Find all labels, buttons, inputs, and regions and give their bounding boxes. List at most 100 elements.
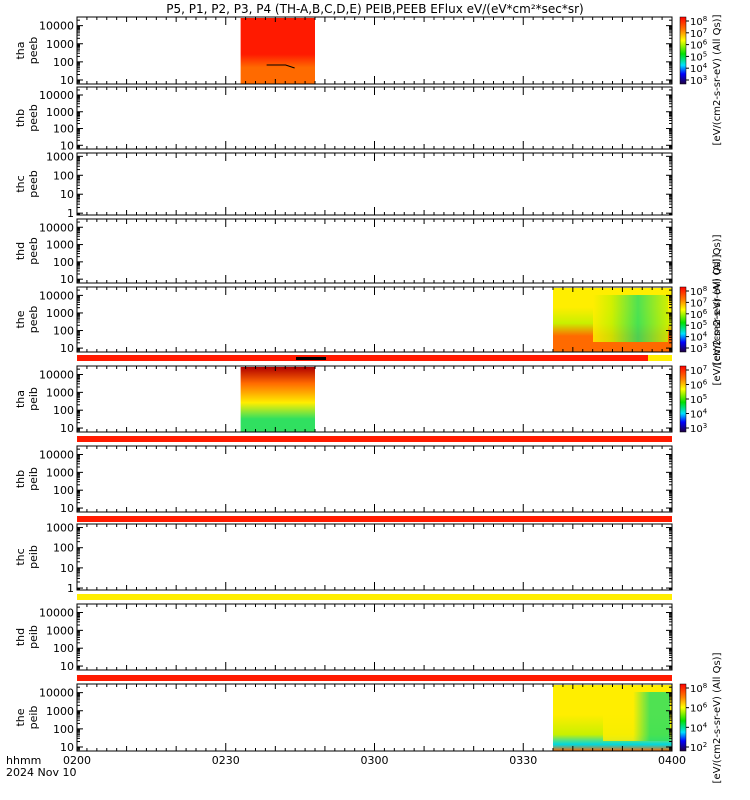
- colorbar-label: [eV/(cm2-s-sr-eV) (All Qs)]: [712, 652, 723, 783]
- y-tick-label: 1000: [46, 239, 74, 252]
- y-tick-label: 10: [60, 741, 74, 754]
- status-bar-thb-peib: [77, 516, 672, 522]
- panel-tha-peib: 10 100 1000 10000 tha peib: [14, 365, 673, 442]
- colorbar-scale: [679, 365, 687, 433]
- spectrogram-core-the-peib: [603, 692, 670, 741]
- y-tick-label: 10: [60, 562, 74, 575]
- colorbar-tick-exponent: 4: [703, 62, 708, 70]
- y-tick-label: 100: [53, 169, 74, 182]
- colorbar-tick-exponent: 7: [703, 296, 707, 304]
- spectrogram-tha-peib: [240, 367, 315, 432]
- y-tick-label: 100: [53, 484, 74, 497]
- colorbar-tick-label: 108: [690, 682, 707, 695]
- y-tick-label: 10000: [39, 20, 74, 33]
- colorbar-tick-exponent: 7: [703, 364, 707, 372]
- y-tick-label: 10000: [39, 449, 74, 462]
- colorbar-tick-label: 106: [690, 39, 708, 52]
- colorbar-tick-label: 106: [690, 308, 708, 321]
- colorbar-tick-mantissa: 10: [690, 743, 703, 754]
- panel-label-product: peib: [27, 625, 40, 649]
- panel-thd-peib: 10 100 1000 10000 thd peib: [14, 603, 673, 681]
- y-tick-label: 100: [53, 256, 74, 269]
- y-tick-label: 100: [53, 325, 74, 338]
- x-tick-label: 0230: [212, 754, 240, 767]
- panel-frame-thd-peeb: [76, 218, 673, 284]
- colorbar-tick-exponent: 5: [703, 393, 707, 401]
- panel-thc-peeb: 1 10 100 1000 thc peeb: [14, 150, 673, 220]
- panel-thb-peeb: 10 100 1000 10000 thb peeb: [14, 86, 673, 152]
- panel-label-product: peeb: [27, 237, 40, 265]
- y-tick-label: 10000: [39, 687, 74, 700]
- y-tick-label: 1000: [46, 38, 74, 51]
- y-tick-label: 10000: [39, 369, 74, 382]
- panel-tha-peeb: 10 100 1000 10000 tha peeb: [14, 16, 673, 87]
- colorbar-label: [eV/(cm2-s-sr-eV) (All Qs)]: [712, 254, 723, 385]
- colorbar-label: [eV/(cm2-s-sr-eV) (All Qs)]: [712, 234, 723, 365]
- y-tick-label: 1000: [46, 466, 74, 479]
- colorbar-tick-exponent: 5: [703, 50, 707, 58]
- colorbar-tick-exponent: 2: [703, 741, 707, 749]
- colorbar-tick-mantissa: 10: [690, 704, 703, 715]
- colorbar-tick-exponent: 8: [703, 15, 707, 23]
- x-tick-label: 0200: [63, 754, 91, 767]
- status-bar-marker: [296, 357, 326, 360]
- colorbar-tick-exponent: 4: [703, 331, 708, 339]
- colorbar-tick-exponent: 5: [703, 319, 707, 327]
- colorbar-tick-mantissa: 10: [690, 366, 703, 377]
- spectrogram-tha-peeb: [240, 18, 315, 84]
- colorbar-tick-exponent: 6: [703, 702, 708, 710]
- colorbar-tick-label: 108: [690, 15, 707, 28]
- colorbar-tick-label: 104: [690, 721, 708, 734]
- colorbar-tick-exponent: 6: [703, 308, 708, 316]
- status-bar-tha-peib: [77, 436, 672, 442]
- colorbar-tick-label: 103: [690, 422, 707, 435]
- colorbar-tick-exponent: 8: [703, 682, 707, 690]
- panel-label-probe: thd: [14, 628, 27, 646]
- y-tick-label: 1000: [46, 624, 74, 637]
- colorbar-tick-label: 103: [690, 74, 707, 87]
- colorbar-tick-mantissa: 10: [690, 298, 703, 309]
- colorbar-tick-mantissa: 10: [690, 723, 703, 734]
- panel-the-peeb: 10 100 1000 10000 the peeb: [14, 286, 673, 361]
- colorbar-tick-exponent: 4: [703, 721, 708, 729]
- colorbar-label: [eV/(cm2-s-sr-eV) (All Qs)]: [712, 14, 723, 145]
- panel-frame-tha-peib: [76, 365, 673, 433]
- colorbar-tick-mantissa: 10: [690, 381, 703, 392]
- colorbar-tick-mantissa: 10: [690, 64, 703, 75]
- y-tick-label: 1000: [46, 150, 74, 163]
- y-tick-label: 10000: [39, 89, 74, 102]
- status-bar-thc-peib: [77, 594, 672, 600]
- colorbar-tick-exponent: 4: [703, 408, 708, 416]
- colorbar-tick-label: 107: [690, 27, 707, 40]
- panel-frame-thb-peeb: [76, 86, 673, 150]
- colorbar-tick-label: 105: [690, 319, 707, 332]
- y-tick-label: 10000: [39, 221, 74, 234]
- colorbar-tick-exponent: 3: [703, 74, 707, 82]
- colorbar-tick-label: 106: [690, 702, 708, 715]
- colorbar-tick-label: 104: [690, 62, 708, 75]
- colorbar-tick-mantissa: 10: [690, 424, 703, 435]
- y-tick-label: 1: [67, 207, 74, 220]
- y-tick-label: 1000: [46, 705, 74, 718]
- y-tick-label: 10: [60, 502, 74, 515]
- panel-label-probe: the: [14, 310, 27, 328]
- panel-label-product: peeb: [27, 170, 40, 198]
- status-bar-the-peeb: [77, 355, 672, 361]
- panel-label-product: peeb: [27, 37, 40, 65]
- panel-label-probe: the: [14, 708, 27, 726]
- colorbar-tick-mantissa: 10: [690, 287, 703, 298]
- y-tick-label: 100: [53, 56, 74, 69]
- y-tick-label: 10: [60, 422, 74, 435]
- colorbar-tick-label: 105: [690, 50, 707, 63]
- y-tick-label: 100: [53, 123, 74, 136]
- colorbar-tick-label: 107: [690, 296, 707, 309]
- x-tick-label: 0400: [658, 754, 686, 767]
- y-tick-label: 100: [53, 542, 74, 555]
- panel-label-probe: thb: [14, 109, 27, 127]
- colorbar-tick-exponent: 6: [703, 39, 708, 47]
- y-tick-label: 10: [60, 188, 74, 201]
